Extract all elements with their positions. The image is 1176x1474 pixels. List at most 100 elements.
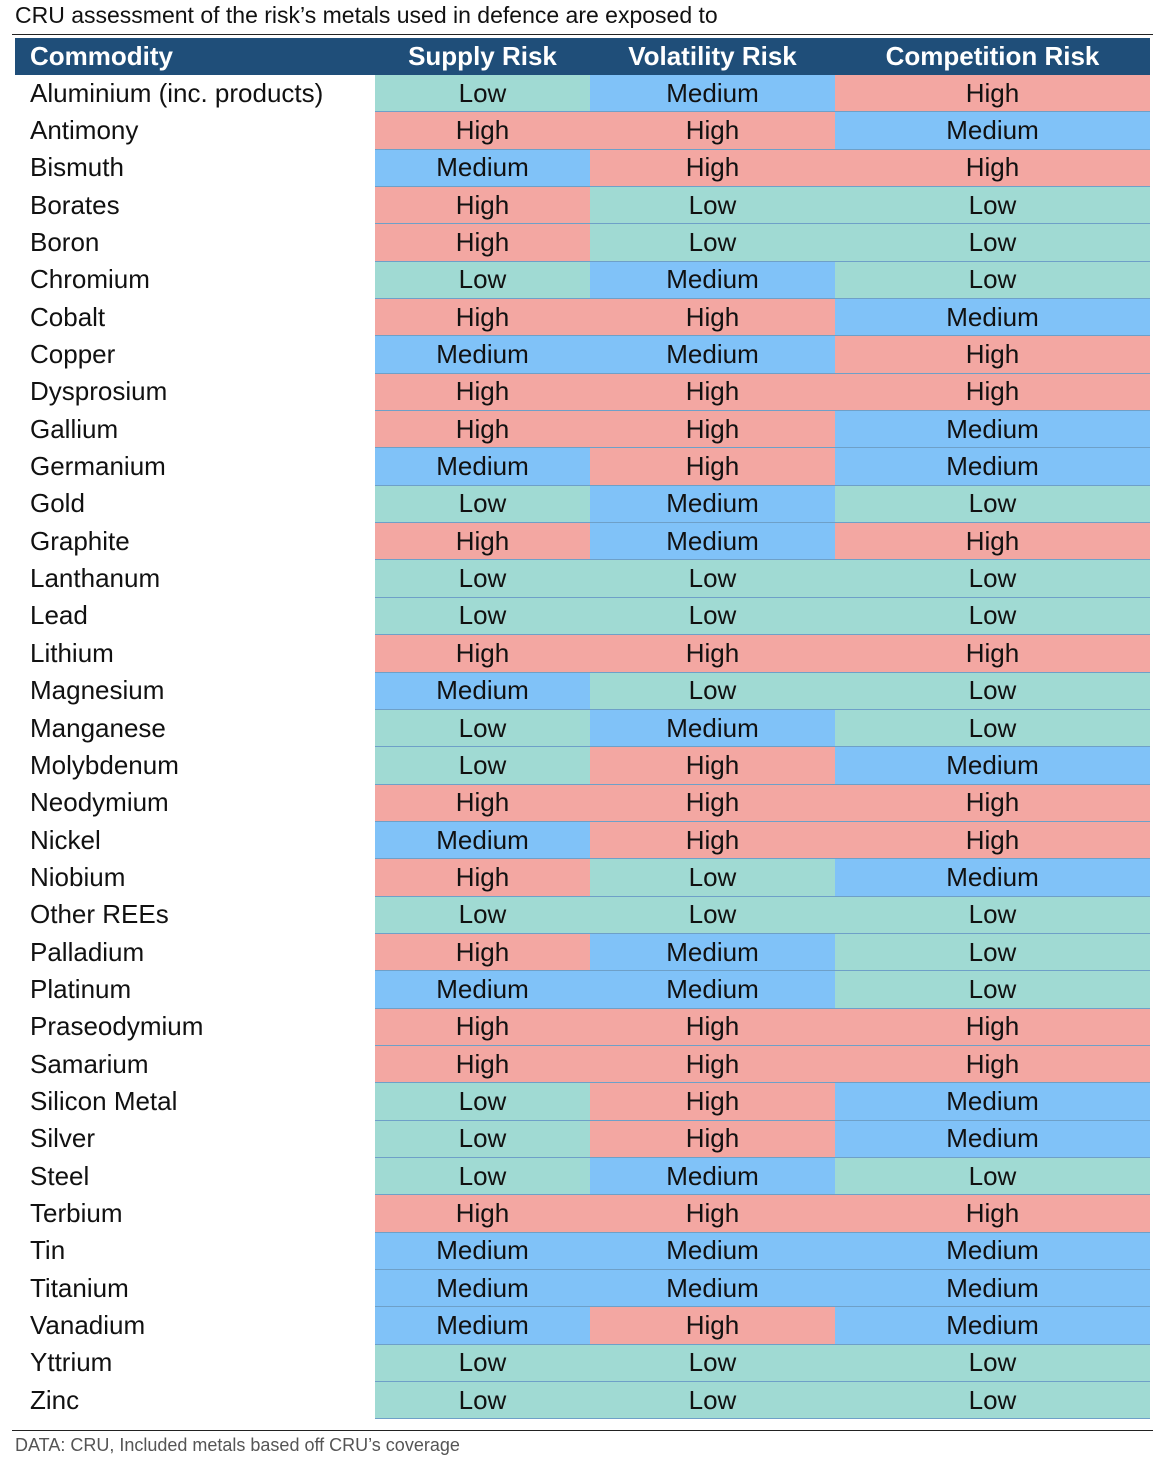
commodity-name: Platinum xyxy=(30,973,132,1004)
risk-cell: Low xyxy=(375,261,590,300)
table-row: Magnesium Medium Low Low xyxy=(15,672,1150,710)
risk-cell: Low xyxy=(375,1157,590,1196)
header-row: Commodity Supply Risk Volatility Risk Compe… xyxy=(15,38,1150,75)
table-row: Yttrium Low Low Low xyxy=(15,1344,1150,1383)
risk-cell: High xyxy=(835,784,1150,822)
rule xyxy=(12,34,1153,35)
risk-cell: Low xyxy=(835,597,1150,636)
risk-table: Commodity Supply Risk Volatility Risk Compe… xyxy=(15,38,1150,1420)
table-row: Titanium Medium Medium Medium xyxy=(15,1269,1150,1308)
table-row: Lithium High High High xyxy=(15,634,1150,673)
table-row: Platinum Medium Medium Low xyxy=(15,970,1150,1009)
table-row: Praseodymium High High High xyxy=(15,1008,1150,1046)
table-row: Copper Medium Medium High xyxy=(15,335,1150,374)
commodity-name: Samarium xyxy=(30,1048,149,1079)
risk-cell: Medium xyxy=(590,75,835,113)
table-row: Other REEs Low Low Low xyxy=(15,896,1150,934)
risk-cell: Medium xyxy=(835,746,1150,785)
risk-cell: High xyxy=(835,75,1150,113)
risk-cell: Medium xyxy=(835,1306,1150,1345)
risk-cell: Low xyxy=(375,485,590,524)
table-row: Palladium High Medium Low xyxy=(15,933,1150,972)
risk-cell: High xyxy=(375,186,590,225)
table-row: Silicon Metal Low High Medium xyxy=(15,1082,1150,1121)
commodity-name: Borates xyxy=(30,189,120,220)
risk-cell: High xyxy=(375,784,590,822)
commodity-name: Boron xyxy=(30,227,100,258)
table-row: Gold Low Medium Low xyxy=(15,485,1150,524)
risk-cell: Medium xyxy=(835,858,1150,897)
column-header: Supply Risk xyxy=(375,38,590,75)
commodity-name: Graphite xyxy=(30,525,130,556)
risk-cell: High xyxy=(375,858,590,897)
commodity-name: Zinc xyxy=(30,1384,80,1415)
risk-cell: Low xyxy=(835,223,1150,262)
risk-cell: Low xyxy=(590,597,835,636)
risk-cell: Low xyxy=(590,896,835,934)
risk-cell: High xyxy=(375,933,590,972)
risk-cell: Medium xyxy=(375,447,590,486)
risk-cell: Low xyxy=(835,1344,1150,1383)
risk-cell: Low xyxy=(375,75,590,113)
risk-cell: Medium xyxy=(835,1120,1150,1158)
commodity-name: Niobium xyxy=(30,861,126,892)
risk-cell: Medium xyxy=(590,933,835,972)
risk-cell: Medium xyxy=(835,298,1150,337)
risk-cell: Medium xyxy=(590,335,835,374)
table-row: Niobium High Low Medium xyxy=(15,858,1150,897)
risk-cell: Medium xyxy=(590,709,835,748)
risk-cell: High xyxy=(375,522,590,561)
risk-cell: High xyxy=(375,410,590,449)
commodity-name: Copper xyxy=(30,339,116,370)
risk-cell: High xyxy=(590,1120,835,1158)
commodity-name: Manganese xyxy=(30,712,166,743)
risk-cell: Low xyxy=(835,1381,1150,1420)
risk-cell: High xyxy=(590,111,835,150)
risk-cell: High xyxy=(590,784,835,822)
risk-cell: Low xyxy=(835,261,1150,300)
commodity-name: Magnesium xyxy=(30,675,165,706)
risk-cell: Low xyxy=(835,672,1150,710)
risk-cell: Low xyxy=(590,672,835,710)
risk-cell: Medium xyxy=(375,1306,590,1345)
table-row: Cobalt High High Medium xyxy=(15,298,1150,337)
commodity-name: Cobalt xyxy=(30,301,106,332)
risk-cell: High xyxy=(590,373,835,412)
risk-cell: Low xyxy=(590,1381,835,1420)
risk-cell: Low xyxy=(835,559,1150,598)
risk-cell: High xyxy=(835,1045,1150,1084)
risk-cell: Medium xyxy=(835,1082,1150,1121)
commodity-name: Nickel xyxy=(30,824,101,855)
commodity-name: Chromium xyxy=(30,264,150,295)
risk-cell: Low xyxy=(375,1082,590,1121)
commodity-name: Terbium xyxy=(30,1197,123,1228)
risk-cell: High xyxy=(375,373,590,412)
table-row: Steel Low Medium Low xyxy=(15,1157,1150,1196)
risk-cell: High xyxy=(590,1045,835,1084)
table-row: Borates High Low Low xyxy=(15,186,1150,225)
table-row: Graphite High Medium High xyxy=(15,522,1150,561)
risk-cell: Low xyxy=(375,559,590,598)
table-row: Nickel Medium High High xyxy=(15,821,1150,860)
commodity-name: Lanthanum xyxy=(30,563,161,594)
risk-cell: Medium xyxy=(590,522,835,561)
table-row: Chromium Low Medium Low xyxy=(15,261,1150,300)
commodity-name: Gold xyxy=(30,488,85,519)
risk-cell: High xyxy=(375,1194,590,1233)
commodity-name: Neodymium xyxy=(30,787,169,818)
risk-cell: High xyxy=(375,111,590,150)
commodity-name: Steel xyxy=(30,1160,90,1191)
risk-cell: High xyxy=(835,335,1150,374)
risk-cell: Low xyxy=(835,485,1150,524)
commodity-name: Tin xyxy=(30,1235,66,1266)
risk-cell: High xyxy=(590,1008,835,1046)
risk-cell: Low xyxy=(835,709,1150,748)
risk-cell: Low xyxy=(835,970,1150,1009)
risk-cell: High xyxy=(590,746,835,785)
table-row: Aluminium (inc. products) Low Medium High xyxy=(15,75,1150,113)
rule xyxy=(12,1430,1153,1431)
commodity-name: Antimony xyxy=(30,115,139,146)
risk-cell: Medium xyxy=(835,111,1150,150)
table-row: Tin Medium Medium Medium xyxy=(15,1232,1150,1271)
